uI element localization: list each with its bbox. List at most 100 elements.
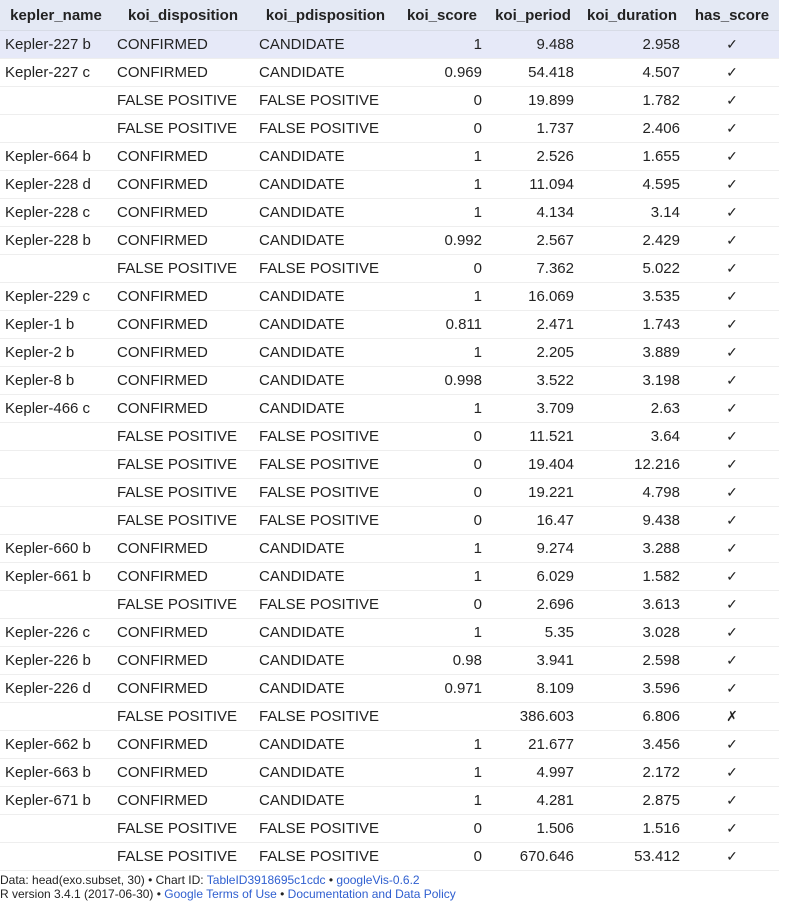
cell-koi-score: 0 [397, 254, 487, 283]
terms-of-use-link[interactable]: Google Terms of Use [164, 887, 277, 901]
cell-koi-period: 5.35 [487, 618, 579, 647]
table-row[interactable]: Kepler-1 b CONFIRMED CANDIDATE 0.811 2.471 1.… [0, 310, 779, 339]
table-row[interactable]: Kepler-2 b CONFIRMED CANDIDATE 1 2.205 3.889 ✓ [0, 338, 779, 367]
table-row[interactable]: Kepler-661 b CONFIRMED CANDIDATE 1 6.029 1.58… [0, 562, 779, 591]
cell-koi-score: 1 [397, 394, 487, 423]
cell-koi-disposition: CONFIRMED [112, 674, 254, 703]
table-row[interactable]: Kepler-226 c CONFIRMED CANDIDATE 1 5.35 3.028… [0, 618, 779, 647]
data-policy-link[interactable]: Documentation and Data Policy [287, 887, 456, 901]
cell-koi-pdisposition: CANDIDATE [254, 142, 397, 171]
cell-koi-duration: 1.655 [579, 142, 685, 171]
cell-koi-period: 4.997 [487, 758, 579, 787]
table-row[interactable]: Kepler-662 b CONFIRMED CANDIDATE 1 21.677 3.4… [0, 730, 779, 759]
r-version-text: R version 3.4.1 (2017-06-30) • [0, 887, 165, 901]
cell-koi-duration: 1.516 [579, 814, 685, 843]
cell-koi-duration: 3.889 [579, 338, 685, 367]
cell-koi-pdisposition: CANDIDATE [254, 674, 397, 703]
cell-koi-period: 8.109 [487, 674, 579, 703]
cell-koi-score: 0 [397, 422, 487, 451]
cell-koi-score: 1 [397, 786, 487, 815]
column-header-has-score[interactable]: has_score [685, 0, 779, 31]
cell-koi-period: 19.899 [487, 86, 579, 115]
table-row[interactable]: Kepler-226 d CONFIRMED CANDIDATE 0.971 8.109… [0, 674, 779, 703]
cell-koi-score: 0.998 [397, 366, 487, 395]
table-row[interactable]: Kepler-671 b CONFIRMED CANDIDATE 1 4.281 2.87… [0, 786, 779, 815]
cell-has-score: ✓ [685, 562, 779, 591]
cell-koi-period: 386.603 [487, 702, 579, 731]
column-header-koi-duration[interactable]: koi_duration [579, 0, 685, 31]
cell-kepler-name [0, 478, 112, 507]
cell-koi-disposition: CONFIRMED [112, 366, 254, 395]
cell-koi-score: 0.992 [397, 226, 487, 255]
table-row[interactable]: FALSE POSITIVE FALSE POSITIVE 0 2.696 3.613 ✓ [0, 590, 779, 619]
cell-has-score: ✓ [685, 646, 779, 675]
table-row[interactable]: Kepler-228 b CONFIRMED CANDIDATE 0.992 2.567… [0, 226, 779, 255]
cell-koi-period: 2.696 [487, 590, 579, 619]
cell-koi-score: 0.811 [397, 310, 487, 339]
cell-koi-disposition: FALSE POSITIVE [112, 450, 254, 479]
cell-koi-pdisposition: CANDIDATE [254, 562, 397, 591]
table-row[interactable]: FALSE POSITIVE FALSE POSITIVE 0 19.899 1.782… [0, 86, 779, 115]
column-header-koi-period[interactable]: koi_period [487, 0, 579, 31]
table-row[interactable]: Kepler-229 c CONFIRMED CANDIDATE 1 16.069 3.5… [0, 282, 779, 311]
table-row[interactable]: Kepler-226 b CONFIRMED CANDIDATE 0.98 3.941 2… [0, 646, 779, 675]
cell-kepler-name: Kepler-228 b [0, 226, 112, 255]
cell-kepler-name [0, 114, 112, 143]
cell-has-score: ✓ [685, 282, 779, 311]
cell-koi-duration: 6.806 [579, 702, 685, 731]
cell-koi-duration: 1.582 [579, 562, 685, 591]
table-row[interactable]: FALSE POSITIVE FALSE POSITIVE 0 19.404 12.21… [0, 450, 779, 479]
table-row[interactable]: FALSE POSITIVE FALSE POSITIVE 0 1.737 2.406 ✓ [0, 114, 779, 143]
column-header-koi-disposition[interactable]: koi_disposition [112, 0, 254, 31]
table-row[interactable]: FALSE POSITIVE FALSE POSITIVE 0 16.47 9.438 ✓ [0, 506, 779, 535]
cell-has-score: ✓ [685, 618, 779, 647]
table-row[interactable]: Kepler-227 b CONFIRMED CANDIDATE 1 9.488 2.95… [0, 30, 779, 59]
cell-koi-pdisposition: FALSE POSITIVE [254, 842, 397, 871]
cell-koi-period: 2.526 [487, 142, 579, 171]
table-row[interactable]: Kepler-228 d CONFIRMED CANDIDATE 1 11.094 4.5… [0, 170, 779, 199]
table-row[interactable]: Kepler-466 c CONFIRMED CANDIDATE 1 3.709 2.63… [0, 394, 779, 423]
cell-koi-pdisposition: CANDIDATE [254, 786, 397, 815]
table-row[interactable]: FALSE POSITIVE FALSE POSITIVE 0 19.221 4.798… [0, 478, 779, 507]
cell-has-score: ✓ [685, 758, 779, 787]
chart-id-link[interactable]: TableID3918695c1cdc [206, 873, 326, 887]
cell-koi-disposition: CONFIRMED [112, 30, 254, 59]
cell-koi-duration: 2.63 [579, 394, 685, 423]
cell-kepler-name: Kepler-227 c [0, 58, 112, 87]
cell-kepler-name: Kepler-661 b [0, 562, 112, 591]
cell-koi-pdisposition: FALSE POSITIVE [254, 702, 397, 731]
cell-has-score: ✓ [685, 338, 779, 367]
cell-koi-period: 3.709 [487, 394, 579, 423]
cell-koi-duration: 2.406 [579, 114, 685, 143]
table-row[interactable]: FALSE POSITIVE FALSE POSITIVE 0 670.646 53.4… [0, 842, 779, 871]
cell-has-score: ✓ [685, 366, 779, 395]
table-row[interactable]: Kepler-227 c CONFIRMED CANDIDATE 0.969 54.41… [0, 58, 779, 87]
cell-koi-score: 0 [397, 590, 487, 619]
table-row[interactable]: Kepler-660 b CONFIRMED CANDIDATE 1 9.274 3.28… [0, 534, 779, 563]
table-header: kepler_name koi_disposition koi_pdisposi… [0, 0, 779, 31]
cell-koi-disposition: CONFIRMED [112, 198, 254, 227]
column-header-koi-score[interactable]: koi_score [397, 0, 487, 31]
googlevis-link[interactable]: googleVis-0.6.2 [336, 873, 420, 887]
cell-koi-disposition: FALSE POSITIVE [112, 702, 254, 731]
cell-koi-period: 2.471 [487, 310, 579, 339]
table-body: Kepler-227 b CONFIRMED CANDIDATE 1 9.488 2.95… [0, 30, 779, 871]
cell-has-score: ✓ [685, 226, 779, 255]
table-row[interactable]: FALSE POSITIVE FALSE POSITIVE 386.603 6.806… [0, 702, 779, 731]
table-row[interactable]: FALSE POSITIVE FALSE POSITIVE 0 11.521 3.64 ✓ [0, 422, 779, 451]
cell-has-score: ✓ [685, 786, 779, 815]
table-row[interactable]: Kepler-228 c CONFIRMED CANDIDATE 1 4.134 3.14… [0, 198, 779, 227]
cell-has-score: ✗ [685, 702, 779, 731]
column-header-koi-pdisposition[interactable]: koi_pdisposition [254, 0, 397, 31]
table-row[interactable]: Kepler-663 b CONFIRMED CANDIDATE 1 4.997 2.17… [0, 758, 779, 787]
table-row[interactable]: FALSE POSITIVE FALSE POSITIVE 0 1.506 1.516 ✓ [0, 814, 779, 843]
column-header-kepler-name[interactable]: kepler_name [0, 0, 112, 31]
table-row[interactable]: FALSE POSITIVE FALSE POSITIVE 0 7.362 5.022 ✓ [0, 254, 779, 283]
cell-koi-score [397, 702, 487, 731]
table-row[interactable]: Kepler-8 b CONFIRMED CANDIDATE 0.998 3.522 3.… [0, 366, 779, 395]
table-row[interactable]: Kepler-664 b CONFIRMED CANDIDATE 1 2.526 1.65… [0, 142, 779, 171]
cell-koi-disposition: FALSE POSITIVE [112, 842, 254, 871]
cell-koi-score: 1 [397, 170, 487, 199]
cell-koi-period: 670.646 [487, 842, 579, 871]
cell-koi-score: 1 [397, 730, 487, 759]
